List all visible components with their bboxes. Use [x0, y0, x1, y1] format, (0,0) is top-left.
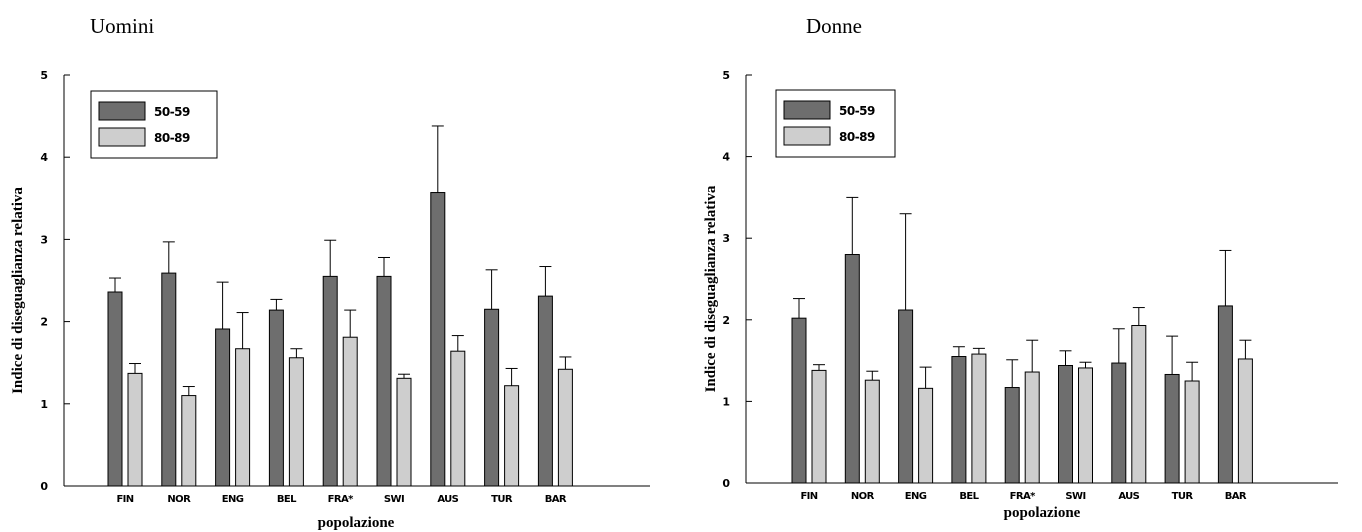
- x-tick-label: ENG: [222, 494, 244, 505]
- chart-panel-2: Donne 0 1 2 3 4 5 Indice di diseguaglianza rela…: [703, 14, 1338, 521]
- bar-50-59-TUR: [1164, 373, 1180, 484]
- bar-50-59-ENG: [898, 309, 914, 484]
- x-tick-label: FIN: [800, 491, 817, 502]
- x-tick-label: TUR: [1172, 491, 1194, 502]
- bar-80-89-FIN: [811, 369, 827, 484]
- bar-50-59-FIN: [791, 317, 807, 484]
- x-tick-label: AUS: [437, 494, 458, 505]
- bar-50-59-AUS: [1111, 362, 1127, 484]
- y-tick-label: 0: [722, 477, 730, 490]
- y-tick-label: 2: [40, 316, 48, 329]
- bar-80-89-FRA*: [1024, 371, 1040, 484]
- y-tick-label: 0: [40, 480, 48, 493]
- x-tick-label: TUR: [491, 494, 513, 505]
- x-tick-label: FRA*: [1010, 491, 1036, 502]
- bar-50-59-BAR: [537, 295, 553, 487]
- bar-80-89-NOR: [181, 395, 197, 487]
- bar-80-89-BEL: [971, 353, 987, 484]
- x-tick-label: BAR: [545, 494, 567, 505]
- bar-50-59-ENG: [215, 328, 231, 487]
- y-tick-label: 3: [40, 233, 48, 246]
- bar-80-89-SWI: [1078, 367, 1093, 484]
- bar-50-59-BEL: [951, 356, 967, 484]
- bar-50-59-NOR: [844, 254, 860, 484]
- chart-title: Uomini: [90, 14, 154, 38]
- bar-50-59-TUR: [484, 308, 500, 487]
- bar-80-89-FRA*: [342, 336, 358, 487]
- x-axis-title: popolazione: [318, 515, 395, 531]
- bar-80-89-AUS: [450, 350, 466, 487]
- y-tick-label: 5: [722, 69, 730, 82]
- x-tick-label: SWI: [1065, 491, 1085, 502]
- legend-swatch-50-59: [98, 101, 146, 121]
- x-tick-label: ENG: [905, 491, 927, 502]
- x-tick-label: BAR: [1225, 491, 1247, 502]
- x-axis-title: popolazione: [1004, 505, 1081, 521]
- x-tick-label: FIN: [116, 494, 133, 505]
- legend-label: 50-59: [154, 105, 190, 119]
- y-tick-label: 5: [40, 69, 48, 82]
- chart-panel-1: Uomini 0 1 2 3 4 5 Indice di diseguaglianza rel…: [10, 14, 650, 531]
- chart-title: Donne: [806, 14, 862, 38]
- bar-50-59-BEL: [268, 309, 284, 487]
- bar-50-59-AUS: [430, 192, 446, 487]
- bar-80-89-ENG: [235, 348, 251, 487]
- legend-box: [775, 89, 896, 158]
- legend-label: 80-89: [839, 130, 875, 144]
- legend: 50-59 80-89: [775, 89, 896, 158]
- bar-80-89-FIN: [127, 372, 143, 487]
- bar-80-89-ENG: [918, 387, 934, 484]
- y-tick-label: 3: [722, 232, 730, 245]
- x-tick-label: FRA*: [328, 494, 354, 505]
- x-tick-label: AUS: [1118, 491, 1139, 502]
- x-tick-label: SWI: [384, 494, 404, 505]
- bar-80-89-AUS: [1131, 325, 1147, 484]
- bar-80-89-NOR: [864, 379, 880, 484]
- bar-80-89-BAR: [557, 368, 573, 487]
- legend-label: 80-89: [154, 131, 190, 145]
- legend-swatch-50-59: [783, 100, 831, 120]
- bar-80-89-BEL: [288, 357, 304, 487]
- bar-50-59-FRA*: [1004, 387, 1020, 484]
- bar-80-89-SWI: [396, 377, 412, 487]
- legend-box: [90, 90, 218, 159]
- x-tick-label: NOR: [851, 491, 875, 502]
- y-tick-label: 1: [40, 398, 48, 411]
- x-tick-label: NOR: [167, 494, 191, 505]
- bar-80-89-TUR: [1184, 380, 1200, 484]
- bar-50-59-SWI: [1058, 364, 1073, 484]
- y-tick-label: 4: [40, 151, 48, 164]
- x-tick-label: BEL: [959, 491, 979, 502]
- legend: 50-59 80-89: [90, 90, 218, 159]
- bar-80-89-BAR: [1237, 358, 1253, 484]
- legend-swatch-80-89: [783, 126, 831, 146]
- y-axis-title: Indice di diseguaglianza relativa: [10, 187, 26, 394]
- y-tick-label: 2: [722, 314, 730, 327]
- bar-50-59-SWI: [376, 275, 392, 487]
- bar-50-59-BAR: [1217, 305, 1233, 484]
- bar-50-59-FIN: [107, 291, 123, 487]
- legend-label: 50-59: [839, 104, 875, 118]
- x-tick-label: BEL: [277, 494, 297, 505]
- y-tick-label: 1: [722, 395, 730, 408]
- bar-80-89-TUR: [504, 385, 520, 487]
- legend-swatch-80-89: [98, 127, 146, 147]
- y-axis-title: Indice di diseguaglianza relativa: [703, 185, 719, 392]
- bar-50-59-NOR: [161, 272, 177, 487]
- y-tick-label: 4: [722, 151, 730, 164]
- bar-50-59-FRA*: [322, 275, 338, 487]
